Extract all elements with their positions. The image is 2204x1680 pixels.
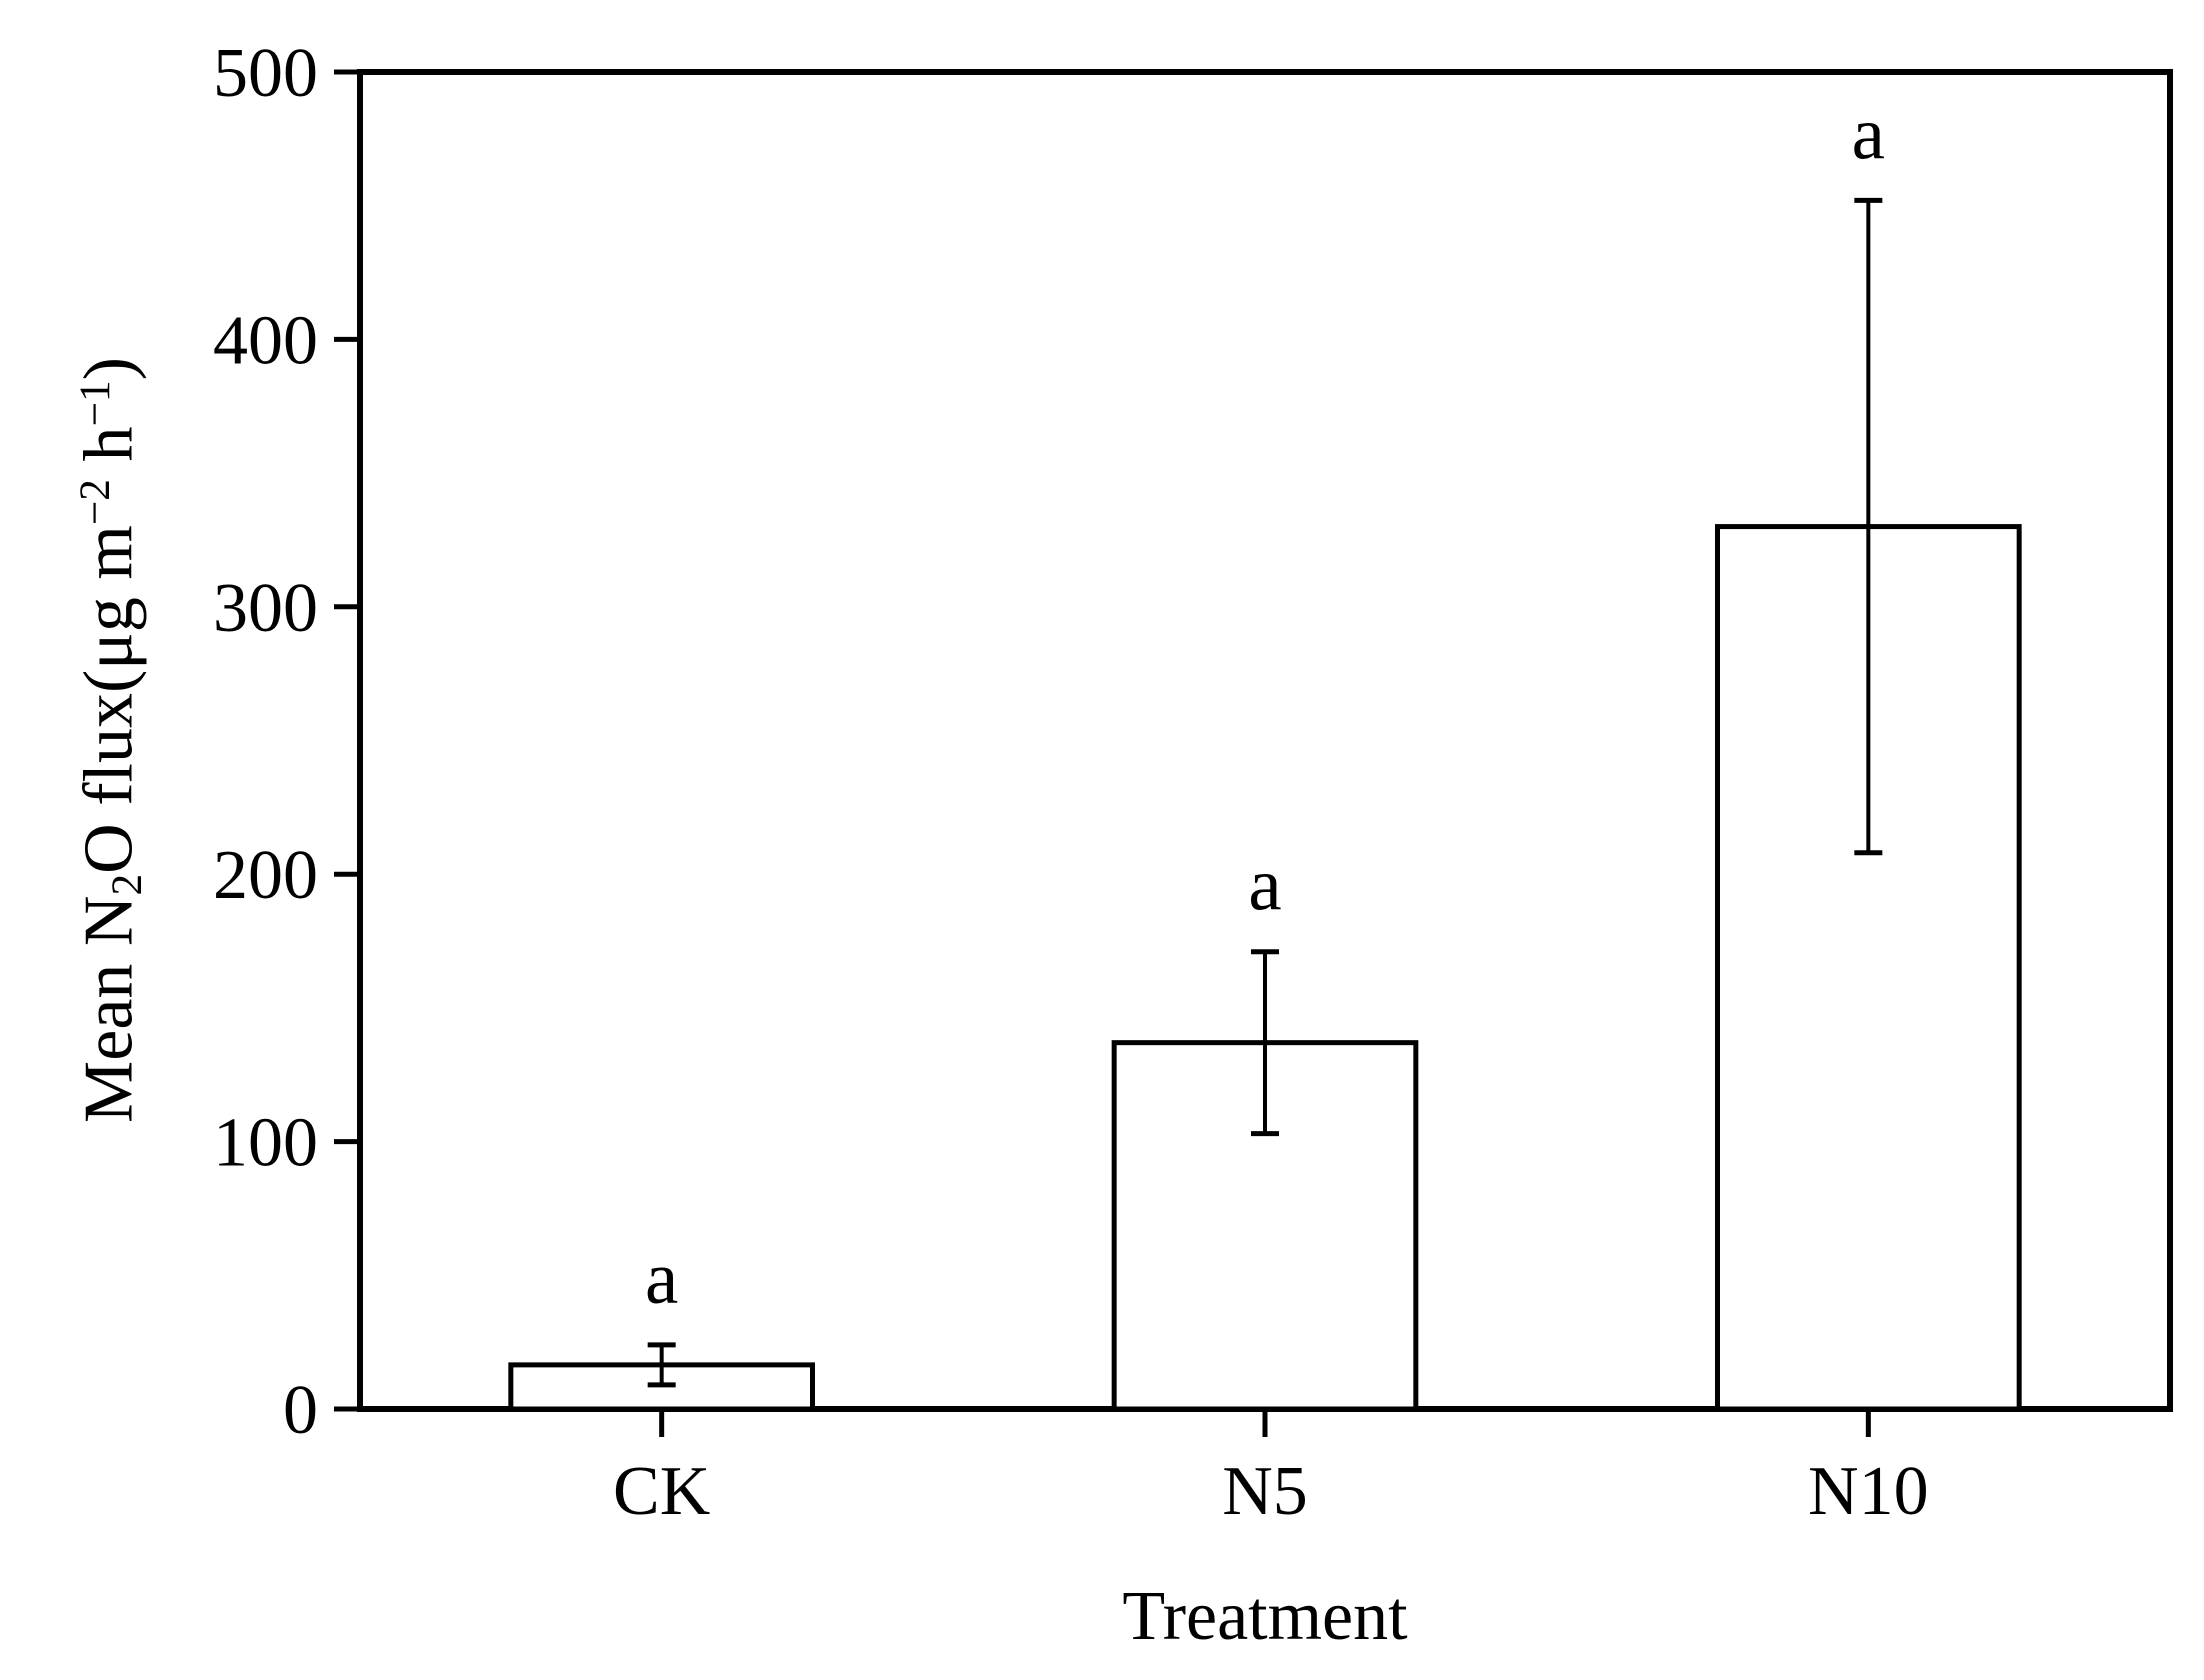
y-axis-tick-label: 0 <box>283 1372 318 1449</box>
category-label: N5 <box>1222 1453 1308 1530</box>
category-label: N10 <box>1808 1453 1929 1530</box>
category-label: CK <box>613 1453 710 1530</box>
y-axis-title-part: −1 <box>71 380 119 427</box>
y-axis-tick-label: 300 <box>213 570 318 647</box>
y-axis-title-part: 2 <box>103 873 152 896</box>
y-axis-title-part: ) <box>70 357 148 381</box>
y-axis-tick-label: 500 <box>213 35 318 112</box>
significance-letter: a <box>1248 844 1281 927</box>
y-axis-title: Mean N2O flux(μg m−2 h−1) <box>50 0 152 1540</box>
y-axis-title-part: O flux(μg m <box>70 525 148 874</box>
x-axis-title: Treatment <box>1122 1578 1408 1655</box>
significance-letter: a <box>1852 92 1885 175</box>
significance-letter: a <box>645 1237 678 1320</box>
y-axis-title-part: −2 <box>71 479 119 526</box>
y-axis-tick-label: 100 <box>213 1105 318 1182</box>
y-axis-tick-label: 400 <box>213 302 318 379</box>
y-axis-title-part: Mean N <box>70 895 148 1123</box>
y-axis-title-part: h <box>70 426 148 480</box>
y-axis-tick-label: 200 <box>213 837 318 914</box>
